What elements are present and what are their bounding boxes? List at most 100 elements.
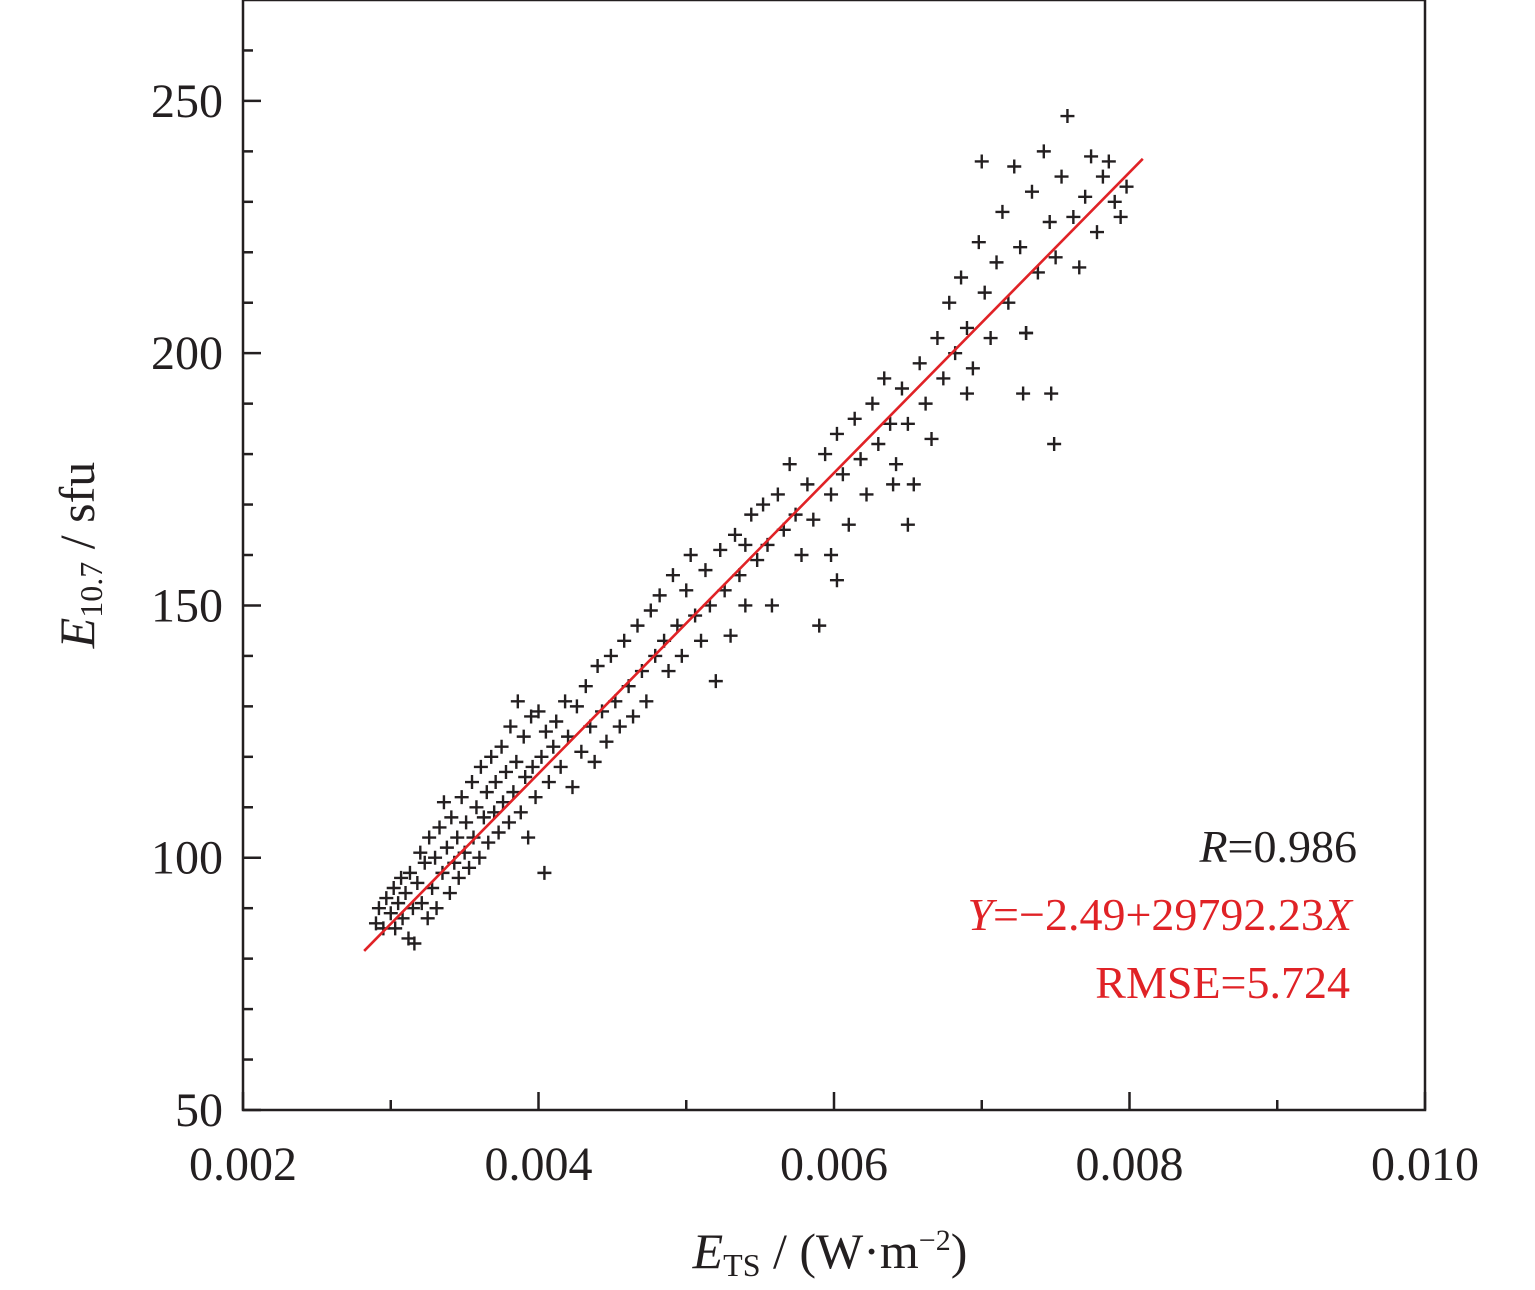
data-point — [491, 825, 506, 840]
y-tick-label: 250 — [151, 75, 223, 128]
data-point — [764, 598, 779, 613]
fit-line — [363, 157, 1144, 952]
x-axis-title: ETS / (W·m−2) — [692, 1223, 968, 1283]
data-point — [444, 810, 459, 825]
data-point — [531, 704, 546, 719]
data-point — [451, 870, 466, 885]
data-point — [488, 775, 503, 790]
data-point — [386, 881, 401, 895]
data-point — [1047, 437, 1062, 451]
data-point — [617, 633, 632, 648]
data-point — [454, 790, 469, 805]
data-point — [959, 320, 974, 335]
data-point — [595, 704, 610, 719]
data-point — [634, 664, 649, 679]
data-point — [829, 573, 844, 588]
data-point — [436, 795, 451, 810]
data-point — [824, 548, 839, 562]
data-point — [422, 830, 437, 845]
data-point — [652, 588, 667, 603]
data-point — [665, 568, 680, 583]
data-point — [1019, 326, 1034, 340]
data-point — [481, 835, 496, 850]
data-point — [812, 618, 827, 633]
y-axis-title: E10.7 / sfu — [49, 462, 109, 650]
data-point — [414, 896, 429, 911]
data-point — [835, 467, 850, 482]
data-point — [708, 674, 723, 689]
data-point — [713, 542, 728, 557]
data-point — [459, 815, 474, 830]
data-point — [794, 548, 809, 562]
data-point — [516, 729, 531, 744]
x-tick-label: 0.008 — [1076, 1138, 1184, 1191]
data-point — [371, 901, 386, 916]
data-point — [410, 875, 425, 890]
data-point — [368, 916, 383, 931]
data-point — [569, 699, 584, 714]
data-point — [643, 603, 658, 618]
data-point — [1054, 169, 1069, 184]
x-tick-labels: 0.002 0.004 0.006 0.008 0.010 — [189, 1138, 1479, 1191]
data-point — [738, 537, 753, 552]
data-point — [770, 487, 785, 502]
x-tick-label: 0.002 — [189, 1138, 297, 1191]
data-point — [894, 381, 909, 396]
data-point — [965, 361, 980, 376]
data-point — [639, 694, 654, 709]
data-point — [906, 477, 921, 492]
data-point — [1044, 386, 1059, 401]
x-tick-label: 0.006 — [780, 1138, 888, 1191]
data-point — [806, 512, 821, 527]
data-point — [995, 204, 1010, 219]
data-point — [1113, 209, 1128, 224]
data-point — [442, 886, 457, 901]
data-point — [612, 719, 627, 734]
data-point — [723, 628, 738, 643]
data-point — [756, 497, 771, 512]
data-point — [428, 850, 443, 865]
y-tick-labels: 50 100 150 200 250 — [151, 75, 223, 1137]
data-point — [788, 507, 803, 522]
data-point — [420, 911, 435, 926]
data-point — [465, 775, 480, 790]
data-point — [1101, 154, 1116, 169]
data-point — [900, 416, 915, 431]
data-point — [587, 754, 602, 769]
data-point — [918, 396, 933, 411]
data-point — [1078, 189, 1093, 204]
data-point — [484, 749, 499, 764]
data-point — [1030, 265, 1045, 280]
data-point — [959, 386, 974, 401]
data-point — [538, 724, 553, 739]
data-point — [1072, 260, 1087, 275]
data-point — [565, 780, 580, 795]
data-point — [503, 719, 518, 734]
data-point — [1107, 194, 1122, 209]
data-point — [936, 371, 951, 386]
data-point — [900, 517, 915, 532]
data-point — [506, 785, 521, 800]
data-point — [494, 739, 509, 754]
data-point — [1066, 209, 1081, 224]
data-point — [439, 840, 454, 855]
rmse-annotation: RMSE=5.724 — [1095, 957, 1350, 1008]
data-point — [930, 331, 945, 346]
data-point — [405, 901, 420, 916]
data-point — [865, 396, 880, 411]
data-point — [429, 901, 444, 916]
data-point — [521, 830, 536, 845]
y-tick-label: 200 — [151, 327, 223, 380]
data-point — [398, 886, 413, 901]
data-point — [462, 860, 477, 875]
data-point — [1001, 295, 1016, 310]
data-point — [1016, 386, 1031, 401]
data-point — [528, 790, 543, 805]
data-point — [603, 648, 618, 663]
data-point — [1089, 225, 1104, 240]
data-point — [476, 810, 491, 825]
data-point — [824, 487, 839, 502]
data-point — [546, 739, 561, 754]
data-point — [549, 714, 564, 729]
data-point — [1095, 169, 1110, 184]
